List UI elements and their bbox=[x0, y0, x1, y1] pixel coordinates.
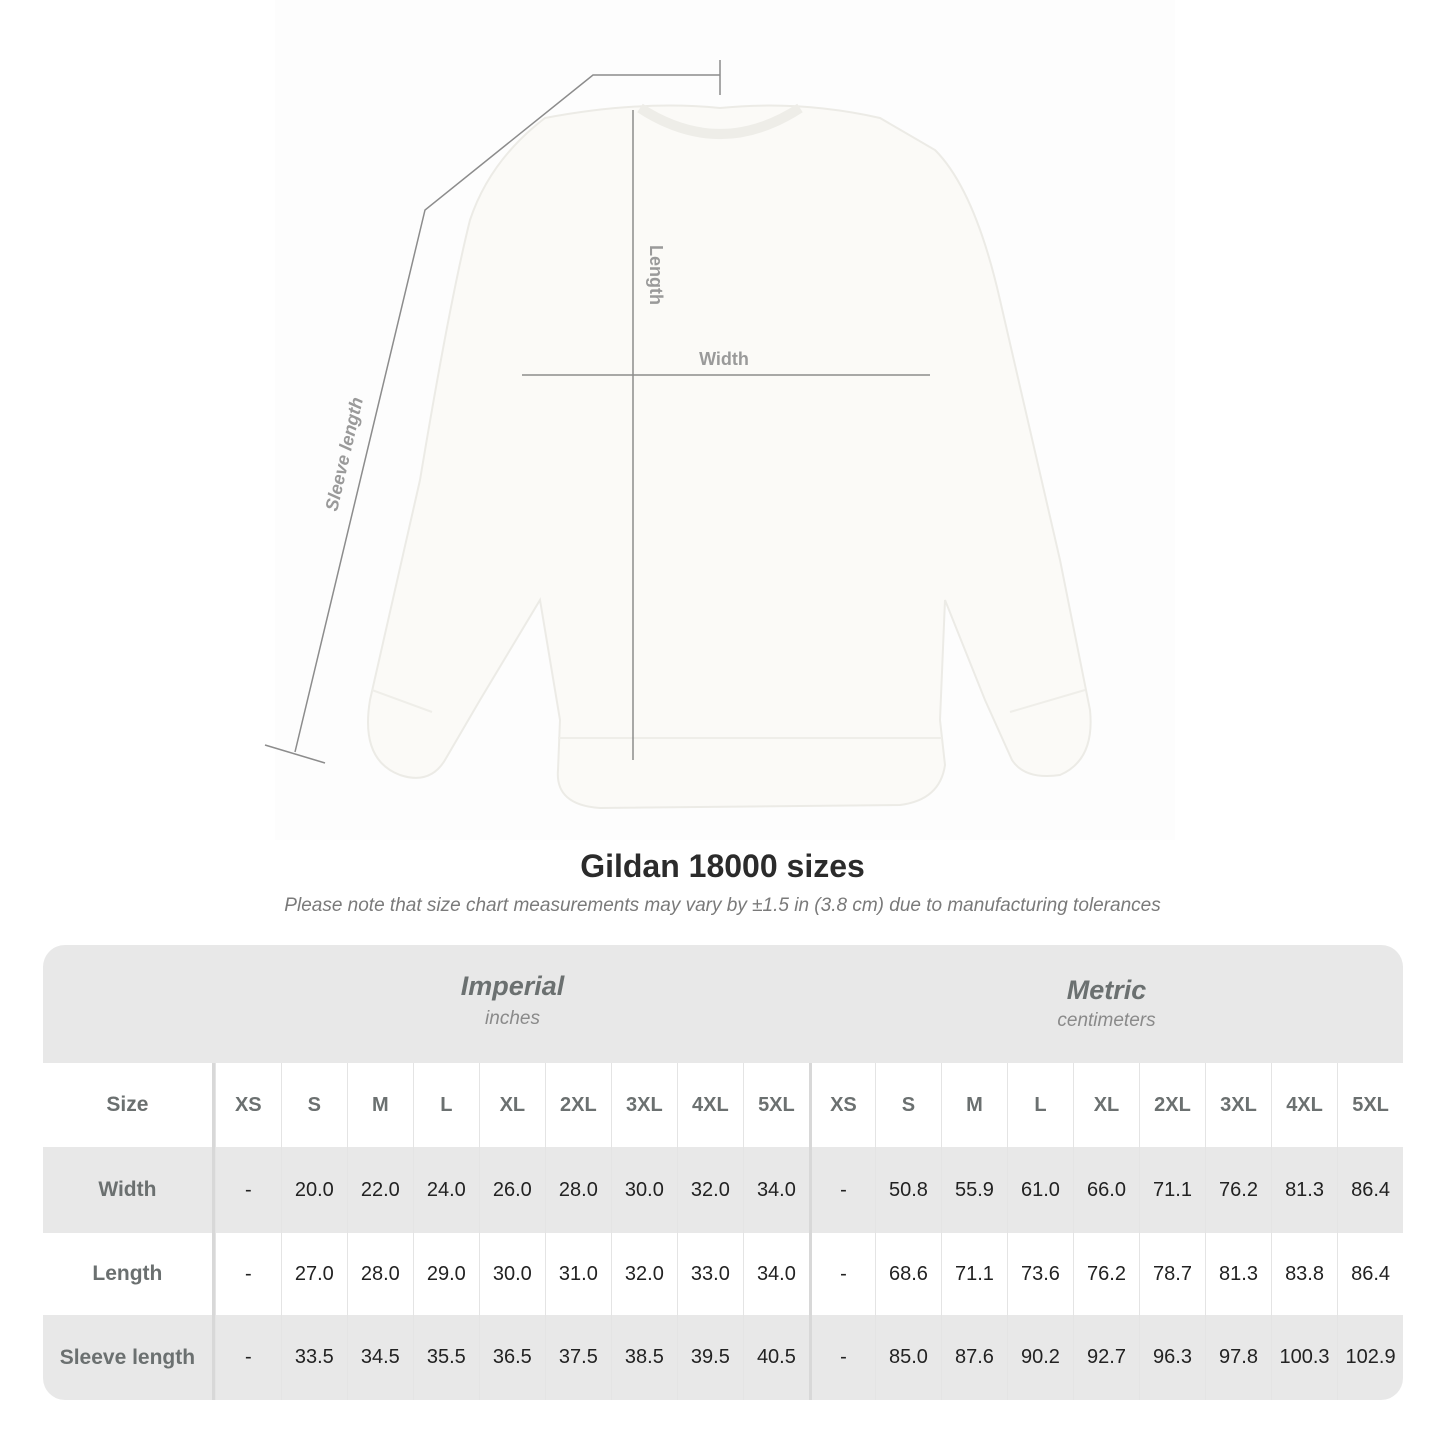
imperial-size-3XL: 3XL bbox=[610, 1063, 677, 1147]
sleeve-line bbox=[294, 74, 720, 753]
metric-size-L: L bbox=[1006, 1063, 1073, 1147]
metric-value: 86.4 bbox=[1337, 1147, 1403, 1233]
imperial-value: 34.5 bbox=[346, 1315, 413, 1400]
imperial-value: 35.5 bbox=[412, 1315, 479, 1400]
imperial-value: 33.0 bbox=[676, 1233, 743, 1315]
metric-value: 100.3 bbox=[1271, 1315, 1337, 1400]
imperial-value: - bbox=[214, 1315, 281, 1400]
metric-value: 71.1 bbox=[1139, 1147, 1205, 1233]
imperial-value: - bbox=[214, 1233, 281, 1315]
row-label: Sleeve length bbox=[43, 1315, 215, 1400]
metric-size-2XL: 2XL bbox=[1139, 1063, 1205, 1147]
imperial-value: 22.0 bbox=[346, 1147, 413, 1233]
imperial-size-M: M bbox=[346, 1063, 413, 1147]
chart-title: Gildan 18000 sizes bbox=[580, 848, 865, 884]
imperial-value: 33.5 bbox=[280, 1315, 347, 1400]
metric-value: 66.0 bbox=[1072, 1147, 1139, 1233]
imperial-size-S: S bbox=[280, 1063, 347, 1147]
size-header-row: Size XS S M L XL 2XL 3XL 4XL 5XL XS S M L XL 2XL 3XL 4XL 5… bbox=[43, 1063, 1403, 1147]
metric-value: 83.8 bbox=[1271, 1233, 1337, 1315]
imperial-value: 26.0 bbox=[478, 1147, 545, 1233]
header-band bbox=[43, 945, 1403, 1063]
imperial-value: 34.0 bbox=[742, 1147, 809, 1233]
imperial-value: 29.0 bbox=[412, 1233, 479, 1315]
imperial-size-4XL: 4XL bbox=[676, 1063, 743, 1147]
metric-value: 90.2 bbox=[1006, 1315, 1073, 1400]
metric-value: 81.3 bbox=[1205, 1233, 1271, 1315]
metric-size-S: S bbox=[874, 1063, 941, 1147]
metric-value: - bbox=[808, 1233, 875, 1315]
metric-value: 50.8 bbox=[874, 1147, 941, 1233]
imperial-value: 36.5 bbox=[478, 1315, 545, 1400]
imperial-value: 32.0 bbox=[676, 1147, 743, 1233]
tolerance-note: Please note that size chart measurements… bbox=[284, 895, 1161, 916]
imperial-value: 38.5 bbox=[610, 1315, 677, 1400]
metric-value: 61.0 bbox=[1006, 1147, 1073, 1233]
imperial-value: 30.0 bbox=[478, 1233, 545, 1315]
imperial-value: 40.5 bbox=[742, 1315, 809, 1400]
size-table: Imperial inches Metric centimeters Size X… bbox=[43, 945, 1403, 1400]
metric-size-5XL: 5XL bbox=[1337, 1063, 1403, 1147]
metric-value: 81.3 bbox=[1271, 1147, 1337, 1233]
metric-size-M: M bbox=[940, 1063, 1007, 1147]
metric-value: 78.7 bbox=[1139, 1233, 1205, 1315]
metric-value: 76.2 bbox=[1205, 1147, 1271, 1233]
metric-value: 55.9 bbox=[940, 1147, 1007, 1233]
length-label: Length bbox=[646, 245, 666, 305]
metric-value: 96.3 bbox=[1139, 1315, 1205, 1400]
metric-size-4XL: 4XL bbox=[1271, 1063, 1337, 1147]
imperial-size-XS: XS bbox=[214, 1063, 281, 1147]
imperial-value: 31.0 bbox=[544, 1233, 611, 1315]
imperial-value: 27.0 bbox=[280, 1233, 347, 1315]
sweatshirt-diagram: Length Width Sleeve length bbox=[264, 60, 1092, 810]
metric-value: 102.9 bbox=[1337, 1315, 1403, 1400]
table-row-width: Width -20.0 22.0 24.0 26.0 28.0 30.0 32.0 34.0-5… bbox=[43, 1147, 1403, 1233]
imperial-value: 37.5 bbox=[544, 1315, 611, 1400]
imperial-size-2XL: 2XL bbox=[544, 1063, 611, 1147]
metric-value: 85.0 bbox=[874, 1315, 941, 1400]
imperial-header: Imperial inches bbox=[460, 971, 565, 1029]
imperial-value: 24.0 bbox=[412, 1147, 479, 1233]
size-label: Size bbox=[43, 1063, 215, 1147]
imperial-size-XL: XL bbox=[478, 1063, 545, 1147]
table-row-length: Length -27.0 28.0 29.0 30.0 31.0 32.0 33.0 34.0-… bbox=[43, 1233, 1403, 1315]
imperial-value: 28.0 bbox=[346, 1233, 413, 1315]
measurement-lines bbox=[264, 60, 930, 764]
imperial-value: - bbox=[214, 1147, 281, 1233]
metric-value: 87.6 bbox=[940, 1315, 1007, 1400]
imperial-value: 39.5 bbox=[676, 1315, 743, 1400]
metric-size-XS: XS bbox=[808, 1063, 875, 1147]
metric-value: 76.2 bbox=[1072, 1233, 1139, 1315]
imperial-value: 32.0 bbox=[610, 1233, 677, 1315]
sweatshirt-image bbox=[367, 103, 1092, 810]
metric-size-XL: XL bbox=[1072, 1063, 1139, 1147]
imperial-size-5XL: 5XL bbox=[742, 1063, 809, 1147]
metric-value: 73.6 bbox=[1006, 1233, 1073, 1315]
imperial-value: 34.0 bbox=[742, 1233, 809, 1315]
imperial-value: 28.0 bbox=[544, 1147, 611, 1233]
metric-header: Metric centimeters bbox=[1057, 975, 1156, 1031]
metric-value: 71.1 bbox=[940, 1233, 1007, 1315]
table-row-sleeve-length: Sleeve length -33.5 34.5 35.5 36.5 37.5 38.5 39… bbox=[43, 1315, 1403, 1400]
metric-value: 68.6 bbox=[874, 1233, 941, 1315]
metric-value: - bbox=[808, 1147, 875, 1233]
imperial-size-L: L bbox=[412, 1063, 479, 1147]
metric-size-3XL: 3XL bbox=[1205, 1063, 1271, 1147]
imperial-value: 20.0 bbox=[280, 1147, 347, 1233]
imperial-value: 30.0 bbox=[610, 1147, 677, 1233]
row-label: Length bbox=[43, 1233, 215, 1315]
row-label: Width bbox=[43, 1147, 215, 1233]
metric-value: 97.8 bbox=[1205, 1315, 1271, 1400]
width-label: Width bbox=[699, 349, 749, 369]
metric-value: - bbox=[808, 1315, 875, 1400]
metric-value: 92.7 bbox=[1072, 1315, 1139, 1400]
metric-value: 86.4 bbox=[1337, 1233, 1403, 1315]
